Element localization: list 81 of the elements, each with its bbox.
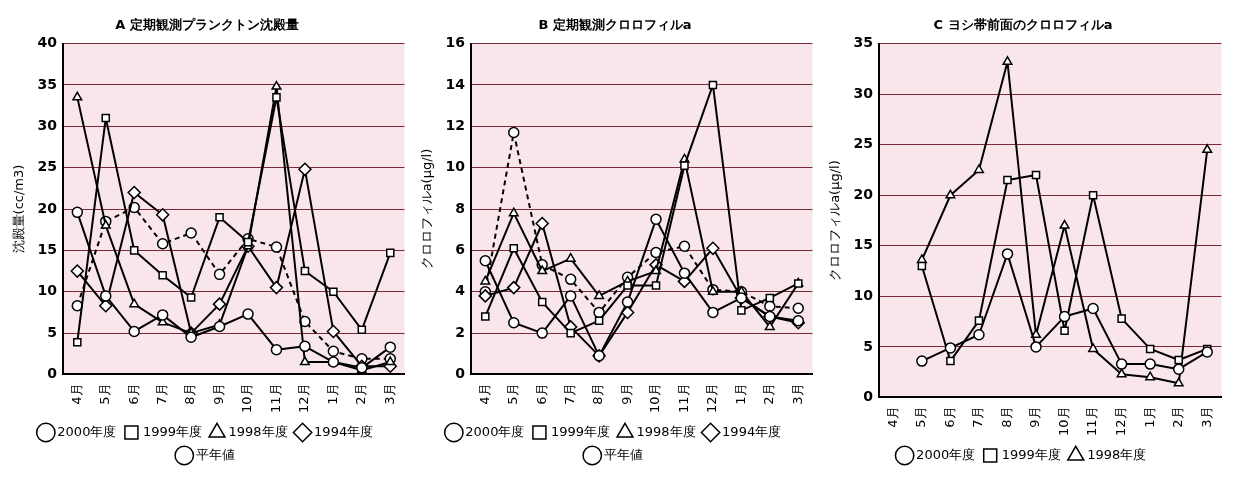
y-tick-label: 10 xyxy=(445,158,466,175)
legend-label: 1998年度 xyxy=(228,423,288,439)
x-tick-label: 3月 xyxy=(789,383,805,405)
x-tick-label: 2月 xyxy=(1170,406,1186,428)
x-tick-label: 4月 xyxy=(68,383,84,405)
x-tick-label: 4月 xyxy=(476,383,492,405)
x-tick-label: 3月 xyxy=(381,383,397,405)
x-tick-label: 10月 xyxy=(1055,406,1071,436)
x-tick-label: 4月 xyxy=(884,406,900,428)
legend-label: 2000年度 xyxy=(465,423,525,439)
y-axis-title: クロロフィルa(μg/l) xyxy=(827,160,843,281)
x-tick-label: 11月 xyxy=(675,383,691,413)
x-tick-label: 12月 xyxy=(296,383,312,413)
legend-label: 1998年度 xyxy=(636,423,696,439)
y-tick-label: 10 xyxy=(853,287,874,303)
x-tick-label: 5月 xyxy=(97,383,113,405)
y-tick-label: 35 xyxy=(37,75,58,92)
x-tick-label: 9月 xyxy=(618,383,634,405)
y-tick-label: 35 xyxy=(853,34,874,51)
y-tick-label: 12 xyxy=(445,116,466,133)
x-tick-label: 9月 xyxy=(210,383,226,405)
y-tick-label: 15 xyxy=(37,241,58,258)
y-tick-label: 15 xyxy=(853,236,874,253)
x-tick-label: 5月 xyxy=(913,406,929,428)
y-tick-label: 16 xyxy=(445,34,466,51)
y-tick-label: 20 xyxy=(853,185,874,202)
y-tick-label: 8 xyxy=(455,199,466,216)
y-axis-title: 沈殿量(cc/m3) xyxy=(11,164,27,254)
chart-title: C ヨシ帯前面のクロロフィルa xyxy=(933,17,1113,33)
x-tick-label: 8月 xyxy=(998,406,1014,428)
y-tick-label: 25 xyxy=(853,135,874,152)
x-tick-label: 6月 xyxy=(533,383,549,405)
chart-title: B 定期観測クロロフィルa xyxy=(538,17,692,33)
y-tick-label: 25 xyxy=(37,158,58,175)
legend-label: 1999年度 xyxy=(142,423,203,439)
y-tick-label: 30 xyxy=(853,84,874,101)
x-tick-label: 9月 xyxy=(1027,406,1043,428)
y-tick-label: 0 xyxy=(863,388,874,405)
x-tick-label: 10月 xyxy=(647,383,663,413)
x-tick-label: 8月 xyxy=(590,383,606,405)
x-tick-label: 7月 xyxy=(562,383,578,405)
x-tick-label: 5月 xyxy=(505,383,521,405)
x-tick-label: 6月 xyxy=(125,383,141,405)
legend-label: 1994年度 xyxy=(722,423,782,439)
x-tick-label: 10月 xyxy=(239,383,255,413)
legend-label: 平年値 xyxy=(195,446,235,462)
x-tick-label: 2月 xyxy=(761,383,777,405)
y-tick-label: 14 xyxy=(445,75,466,92)
legend-label: 2000年度 xyxy=(57,423,117,439)
x-tick-label: 1月 xyxy=(324,383,340,405)
x-tick-label: 7月 xyxy=(154,383,170,405)
legend-label: 平年値 xyxy=(603,446,643,462)
x-tick-label: 11月 xyxy=(267,383,283,413)
legend-label: 1999年度 xyxy=(1001,446,1061,462)
x-tick-label: 3月 xyxy=(1198,406,1214,428)
x-tick-label: 8月 xyxy=(182,383,198,405)
y-tick-label: 0 xyxy=(455,365,466,382)
legend-label: 2000年度 xyxy=(916,446,976,462)
x-tick-label: 2月 xyxy=(353,383,369,405)
y-tick-label: 30 xyxy=(37,116,58,133)
y-axis-title: クロロフィルa(μg/l) xyxy=(419,148,435,270)
legend-label: 1998年度 xyxy=(1087,446,1147,462)
y-tick-label: 10 xyxy=(37,282,58,299)
legend-label: 1999年度 xyxy=(550,423,611,439)
y-tick-label: 6 xyxy=(455,241,466,258)
chart-title: A 定期観測プランクトン沈殿量 xyxy=(115,17,299,33)
y-tick-label: 0 xyxy=(47,365,58,382)
x-tick-label: 7月 xyxy=(970,406,986,428)
x-tick-label: 12月 xyxy=(1113,406,1128,436)
y-tick-label: 40 xyxy=(37,34,58,51)
x-tick-label: 12月 xyxy=(704,383,720,413)
y-tick-label: 5 xyxy=(863,337,874,354)
x-tick-label: 11月 xyxy=(1084,406,1100,436)
legend-label: 1994年度 xyxy=(314,423,374,439)
x-tick-label: 1月 xyxy=(1141,406,1157,428)
y-tick-label: 4 xyxy=(455,282,466,299)
y-tick-label: 5 xyxy=(47,323,58,340)
x-tick-label: 6月 xyxy=(941,406,957,428)
y-tick-label: 2 xyxy=(455,323,466,340)
x-tick-label: 1月 xyxy=(732,383,748,405)
y-tick-label: 20 xyxy=(37,199,58,216)
